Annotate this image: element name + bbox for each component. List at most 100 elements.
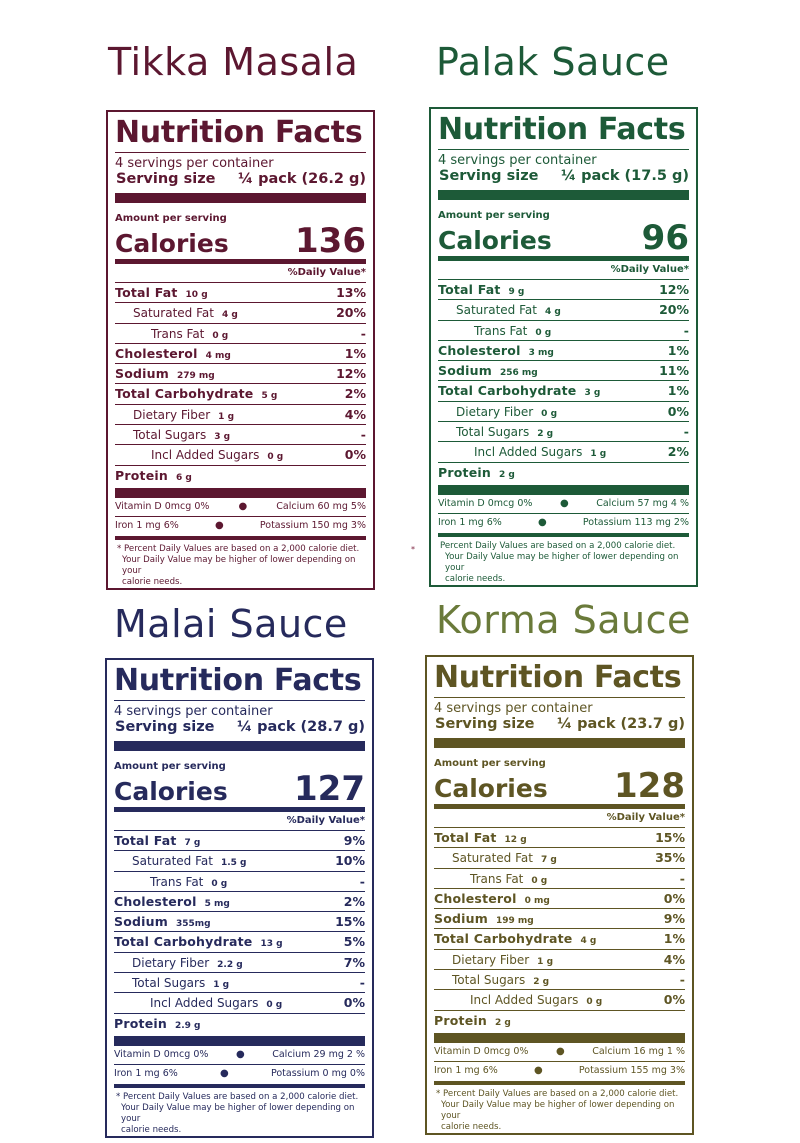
serving-size: Serving size ¼ pack (17.5 g): [438, 168, 689, 184]
amount-per-serving: Amount per serving: [434, 758, 546, 769]
label-title-palak: Palak Sauce: [436, 40, 670, 84]
nutrient-label: Total Fat 9 g: [438, 280, 524, 302]
nutrient-row: Total Sugars 3 g -: [115, 425, 366, 446]
label-title-korma: Korma Sauce: [436, 598, 691, 642]
medium-rule: [434, 804, 685, 809]
bullet-dot: ●: [537, 516, 547, 528]
nutrient-daily-value: -: [679, 972, 685, 988]
nutrition-panel-korma: Nutrition Facts 4 servings per container…: [425, 655, 694, 1135]
nutrient-amount: 7 g: [540, 855, 557, 866]
nutrient-row: Cholesterol 0 mg 0%: [434, 889, 685, 910]
nutrient-name: Total Fat: [434, 830, 497, 845]
nutrient-name: Saturated Fat: [132, 854, 213, 869]
label-title-malai: Malai Sauce: [114, 602, 348, 646]
nutrient-name: Incl Added Sugars: [474, 445, 583, 460]
nutrient-row: Dietary Fiber 1 g 4%: [434, 950, 685, 971]
nutrient-label: Dietary Fiber 2.2 g: [114, 954, 243, 975]
nutrient-name: Total Fat: [115, 285, 178, 300]
nutrient-daily-value: 1%: [344, 345, 366, 361]
nutrient-amount: 1 g: [537, 956, 554, 967]
vitamin-d: Vitamin D 0mcg 0%: [438, 497, 533, 509]
nutrient-name: Total Sugars: [456, 425, 530, 440]
bullet-dot: ●: [214, 519, 224, 531]
nutrient-label: Total Fat 7 g: [114, 831, 200, 853]
nutrient-label: Total Fat 12 g: [434, 828, 527, 850]
nutrient-rows: Total Fat 10 g 13% Saturated Fat 4 g 20% Trans…: [115, 283, 366, 486]
footnote-line-1: * Percent Daily Values are based on a 2,…: [116, 1091, 359, 1102]
nutrient-amount: 13 g: [260, 939, 283, 950]
nutrient-label: Total Carbohydrate 4 g: [434, 929, 596, 951]
stray-asterisk: *: [411, 545, 415, 554]
nutrient-name: Saturated Fat: [133, 306, 214, 321]
nutrient-name: Total Fat: [438, 282, 501, 297]
label-title-tikka: Tikka Masala: [108, 40, 359, 84]
nutrient-daily-value: 7%: [343, 954, 365, 970]
serving-size: Serving size ¼ pack (28.7 g): [114, 719, 365, 735]
thick-rule: [434, 738, 685, 748]
nutrient-amount: 6 g: [175, 472, 192, 483]
footnote-line-1: Percent Daily Values are based on a 2,00…: [440, 540, 676, 551]
mineral-row: Iron 1 mg 6% ● Potassium 113 mg 2%: [438, 514, 689, 532]
nutrient-row: Trans Fat 0 g -: [438, 321, 689, 341]
nutrition-facts-heading: Nutrition Facts: [438, 112, 686, 147]
nutrient-label: Cholesterol 5 mg: [114, 892, 230, 914]
nutrient-amount: 4 g: [544, 307, 561, 318]
iron: Iron 1 mg 6%: [434, 1064, 498, 1076]
nutrient-amount: 2 g: [494, 1017, 511, 1028]
nutrient-daily-value: 12%: [336, 366, 366, 382]
nutrient-name: Total Carbohydrate: [438, 383, 577, 399]
nutrient-amount: 4 mg: [205, 350, 231, 361]
thick-rule: [434, 1032, 685, 1043]
nutrient-name: Total Carbohydrate: [114, 934, 253, 950]
nutrient-name: Total Sugars: [132, 976, 206, 991]
nutrient-rows: Total Fat 7 g 9% Saturated Fat 1.5 g 10% Trans…: [114, 831, 365, 1034]
nutrient-row: Saturated Fat 4 g 20%: [115, 303, 366, 324]
nutrient-row: Dietary Fiber 2.2 g 7%: [114, 953, 365, 975]
calories-label: Calories: [434, 774, 548, 803]
nutrient-label: Trans Fat 0 g: [438, 322, 551, 343]
serving-size-value: ¼ pack (23.7 g): [557, 716, 685, 732]
nutrition-facts-heading: Nutrition Facts: [115, 115, 363, 150]
nutrient-daily-value: 4%: [344, 406, 366, 422]
nutrient-row: Incl Added Sugars 0 g 0%: [115, 445, 366, 466]
nutrient-row: Dietary Fiber 0 g 0%: [438, 402, 689, 423]
nutrition-panel-tikka: Nutrition Facts 4 servings per container…: [106, 110, 375, 590]
nutrient-row: Incl Added Sugars 0 g 0%: [114, 993, 365, 1014]
footnote: * Percent Daily Values are based on a 2,…: [434, 1089, 685, 1133]
nutrient-label: Total Fat 10 g: [115, 283, 208, 305]
potassium: Potassium 150 mg 3%: [259, 519, 366, 531]
nutrient-daily-value: 2%: [343, 893, 365, 909]
nutrient-label: Cholesterol 3 mg: [438, 341, 554, 363]
nutrient-name: Protein: [438, 464, 491, 480]
nutrition-facts-heading: Nutrition Facts: [114, 663, 362, 698]
nutrient-name: Trans Fat: [474, 323, 528, 338]
nutrient-name: Dietary Fiber: [132, 955, 210, 970]
nutrient-label: Sodium 355mg: [114, 912, 211, 934]
nutrient-amount: 0 g: [267, 452, 284, 463]
nutrient-amount: 12 g: [504, 835, 527, 845]
amount-per-serving: Amount per serving: [115, 213, 227, 224]
nutrient-name: Trans Fat: [470, 871, 524, 886]
thin-rule: [438, 532, 689, 537]
nutrient-row: Sodium 279 mg 12%: [115, 364, 366, 385]
footnote-line-3: calorie needs.: [121, 1124, 182, 1135]
bullet-dot: ●: [559, 497, 569, 509]
nutrient-daily-value: 10%: [335, 853, 365, 869]
footnote: Percent Daily Values are based on a 2,00…: [438, 541, 689, 585]
nutrient-daily-value: 0%: [344, 447, 366, 463]
footnote: * Percent Daily Values are based on a 2,…: [115, 544, 366, 588]
nutrient-row: Total Sugars 1 g -: [114, 973, 365, 994]
mineral-row: Iron 1 mg 6% ● Potassium 150 mg 3%: [115, 517, 366, 535]
nutrient-amount: 4 g: [580, 936, 597, 947]
nutrient-amount: 5 mg: [204, 898, 230, 909]
nutrient-amount: 5 g: [261, 391, 278, 402]
nutrient-amount: 2.2 g: [217, 959, 243, 970]
nutrient-name: Total Carbohydrate: [434, 931, 573, 947]
nutrient-name: Sodium: [114, 914, 168, 930]
nutrient-daily-value: 11%: [659, 363, 689, 379]
nutrient-amount: 10 g: [185, 290, 208, 300]
nutrient-row: Sodium 256 mg 11%: [438, 361, 689, 382]
nutrient-row: Total Fat 10 g 13%: [115, 283, 366, 305]
nutrient-name: Cholesterol: [438, 342, 521, 358]
serving-size-label: Serving size: [435, 716, 535, 732]
